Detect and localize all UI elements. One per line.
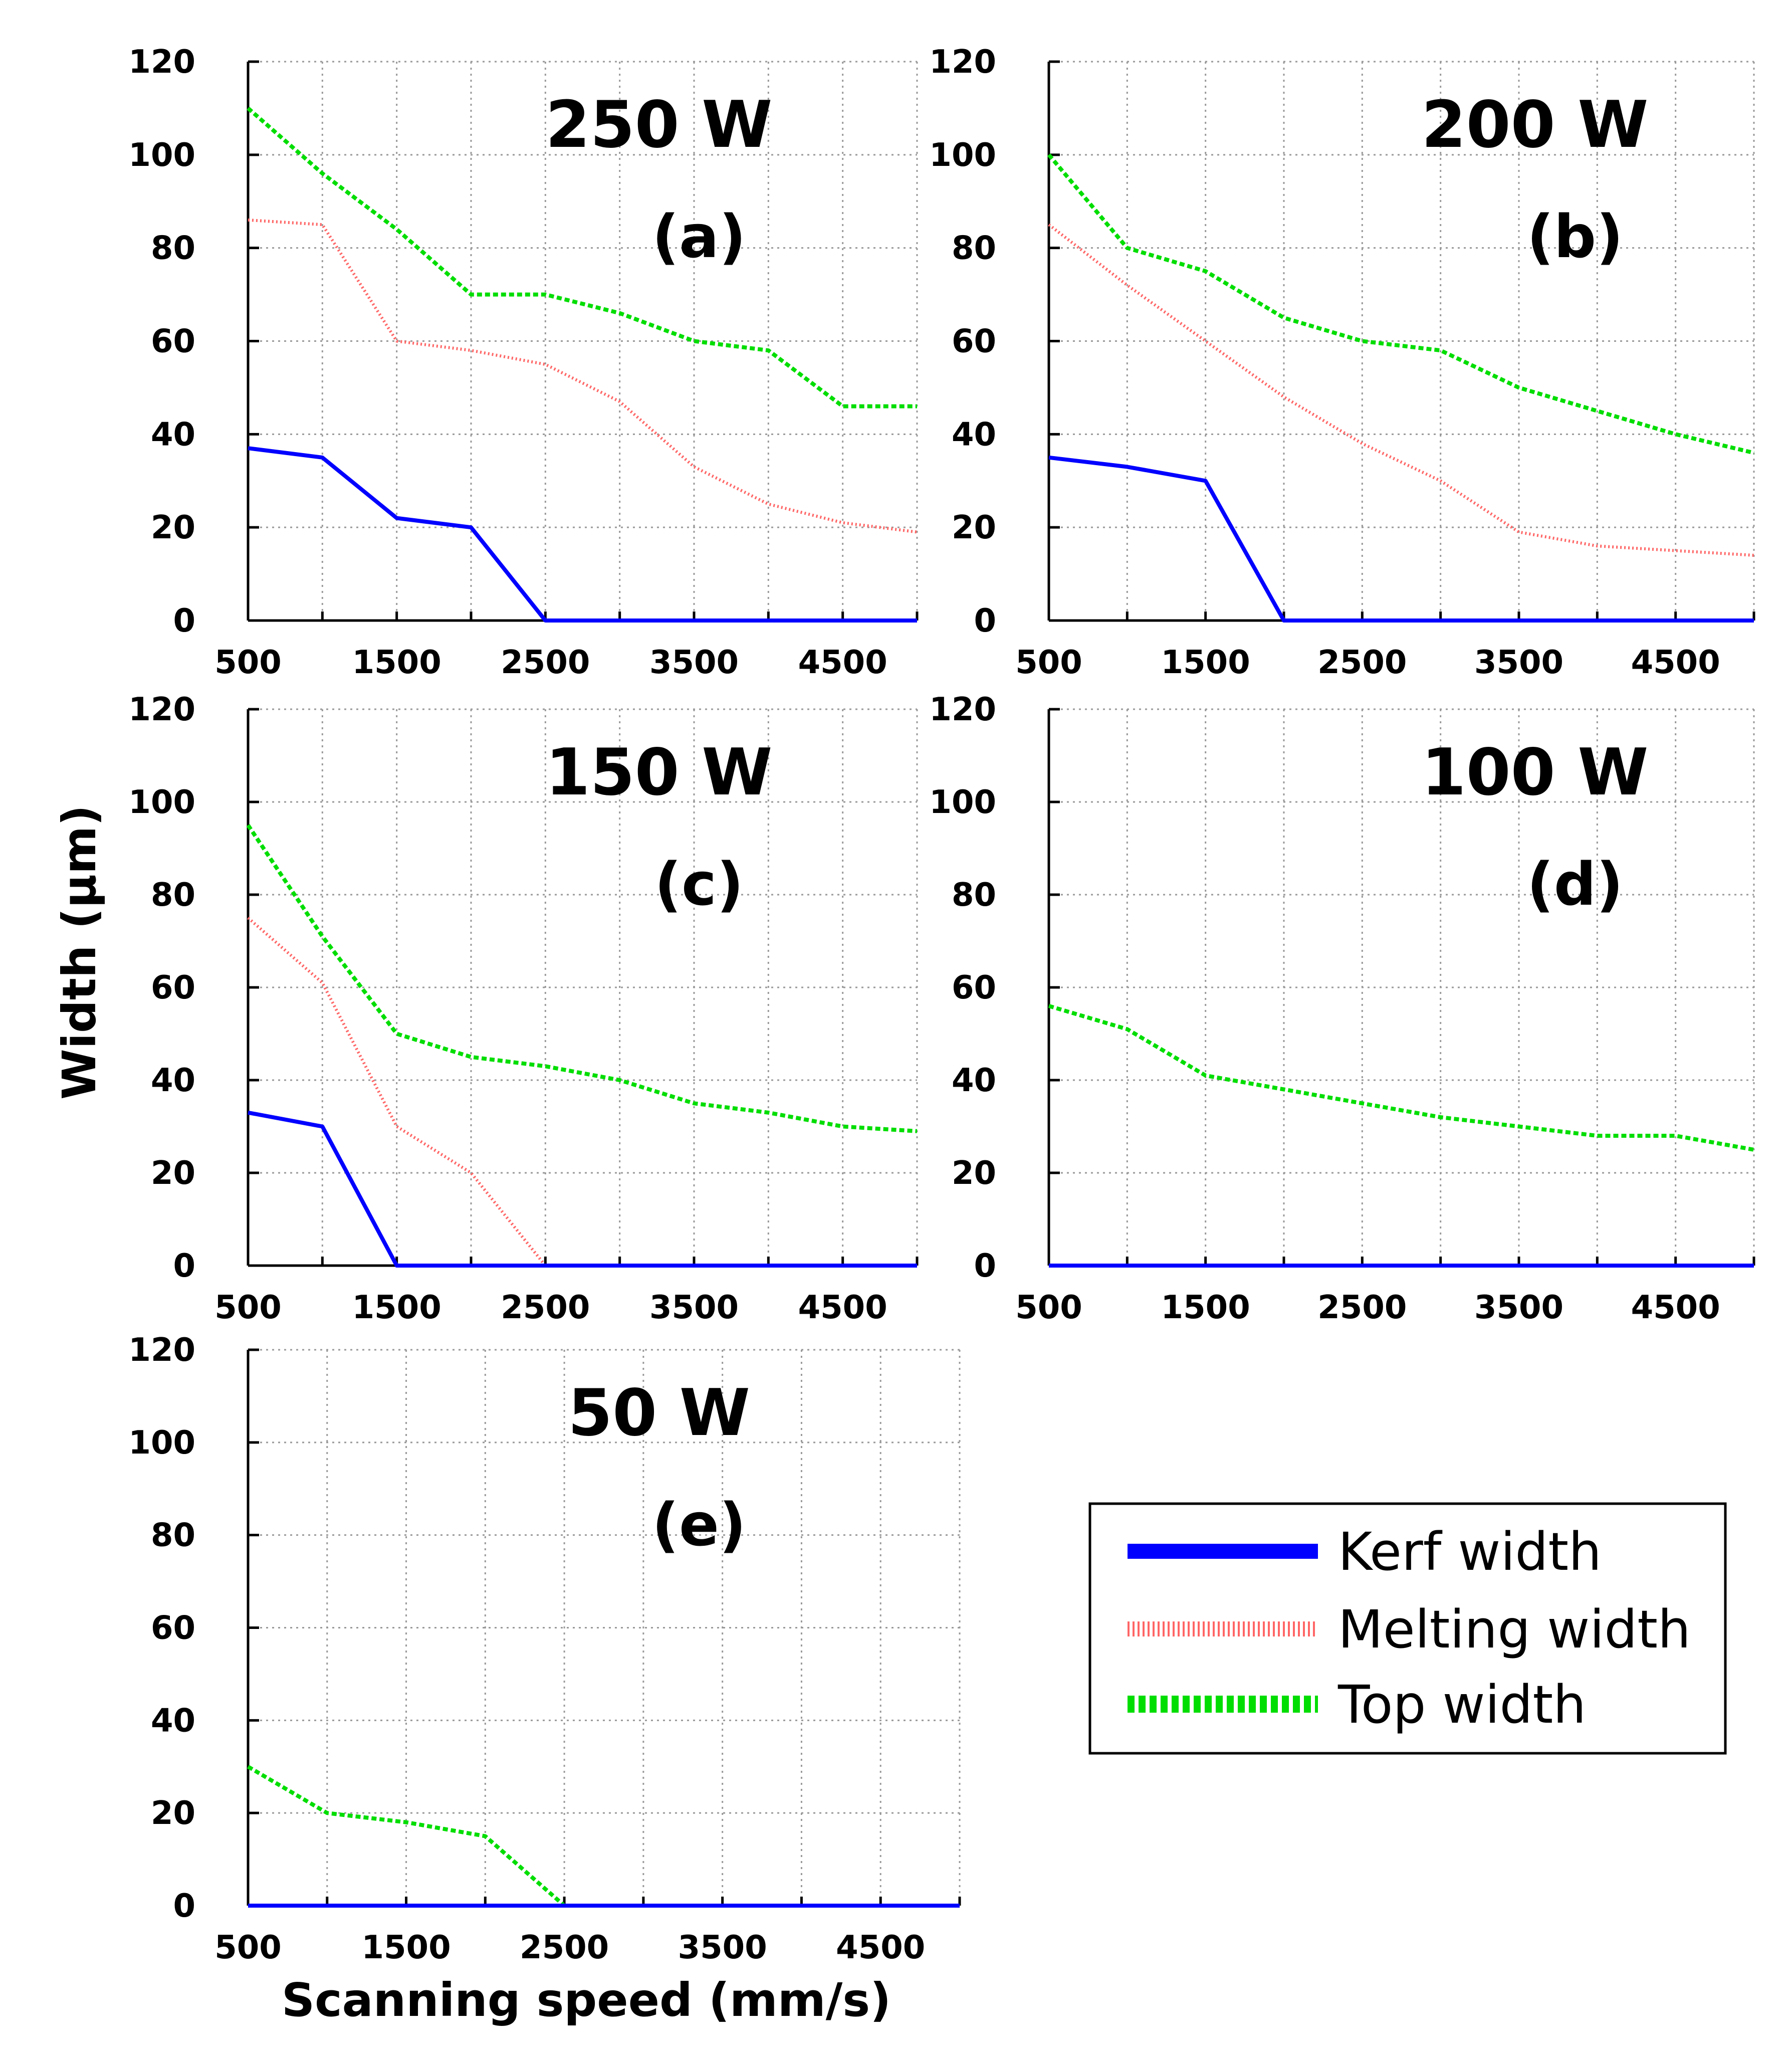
- y-tick-label: 60: [151, 1610, 195, 1647]
- panels-group: 0 20 40 60 80 100 120 500 1500 2500 3500 4500 250 W (…: [128, 44, 1755, 1966]
- y-tick-label: 60: [151, 323, 195, 360]
- y-axis-title: Width (μm): [53, 805, 106, 1100]
- y-tick-label: 120: [929, 691, 996, 728]
- series-line-melting-width: [247, 917, 917, 1267]
- panel-d: 0 20 40 60 80 100 120 500 1500 2500 3500 4500 100 W (…: [929, 691, 1755, 1326]
- y-tick-label: 40: [952, 1062, 996, 1099]
- x-tick-label: 1500: [1161, 644, 1250, 681]
- x-tick-label: 500: [214, 1289, 282, 1326]
- y-tick-label: 80: [952, 230, 996, 267]
- x-axis-title: Scanning speed (mm/s): [282, 1973, 891, 2027]
- y-tick-label: 20: [952, 509, 996, 546]
- series-line-top-width: [247, 106, 917, 408]
- series-line-top-width: [1047, 153, 1754, 455]
- series-line-kerf-width: [248, 446, 917, 623]
- panel-label: (c): [654, 850, 744, 919]
- y-tick-label: 100: [929, 784, 996, 821]
- y-tick-label: 80: [151, 1517, 195, 1554]
- y-tick-label: 0: [974, 602, 996, 640]
- panel-e: 0 20 40 60 80 100 120 500 1500 2500 3500 4500 50 W (e…: [128, 1332, 961, 1966]
- y-tick-label: 100: [929, 137, 996, 174]
- series-line-melting-width: [1048, 223, 1754, 557]
- y-tick-label: 80: [151, 230, 195, 267]
- y-tick-label: 100: [128, 784, 195, 821]
- x-tick-label: 500: [1015, 644, 1082, 681]
- x-tick-label: 3500: [649, 1289, 739, 1326]
- y-tick-label: 0: [974, 1248, 996, 1285]
- y-tick-label: 100: [128, 137, 195, 174]
- y-tick-label: 60: [952, 323, 996, 360]
- panel-power-title: 100 W: [1422, 735, 1649, 810]
- x-tick-label: 1500: [361, 1929, 451, 1966]
- x-tick-label: 3500: [649, 644, 739, 681]
- x-tick-label: 3500: [678, 1929, 767, 1966]
- x-tick-label: 1500: [1161, 1289, 1250, 1326]
- panel-label: (a): [652, 202, 746, 271]
- panel-label: (d): [1527, 850, 1623, 919]
- y-tick-label: 40: [952, 416, 996, 453]
- y-tick-label: 20: [151, 509, 195, 546]
- y-tick-label: 20: [151, 1155, 195, 1192]
- series-line-kerf-width: [248, 1110, 917, 1268]
- y-tick-label: 40: [151, 1702, 195, 1739]
- y-tick-label: 100: [128, 1424, 195, 1462]
- y-tick-label: 40: [151, 1062, 195, 1099]
- legend: Kerf width Melting width Top width: [1088, 1502, 1727, 1755]
- y-tick-label: 80: [151, 877, 195, 914]
- x-tick-label: 4500: [798, 1289, 887, 1326]
- y-tick-label: 0: [173, 1888, 195, 1925]
- panel-label: (b): [1527, 202, 1623, 271]
- panel-power-title: 50 W: [568, 1376, 750, 1451]
- x-tick-label: 500: [1015, 1289, 1082, 1326]
- y-tick-label: 40: [151, 416, 195, 453]
- series-line-melting-width: [248, 218, 918, 534]
- x-tick-label: 1500: [352, 644, 441, 681]
- y-tick-label: 60: [151, 969, 195, 1006]
- x-tick-label: 4500: [1631, 1289, 1720, 1326]
- y-tick-label: 20: [952, 1155, 996, 1192]
- x-tick-label: 500: [214, 644, 282, 681]
- legend-kerf-label: Kerf width: [1338, 1521, 1602, 1582]
- x-tick-label: 1500: [352, 1289, 441, 1326]
- panel-a: 0 20 40 60 80 100 120 500 1500 2500 3500 4500 250 W (…: [128, 44, 919, 681]
- series-line-top-width: [246, 824, 918, 1133]
- x-tick-label: 3500: [1474, 1289, 1563, 1326]
- x-tick-label: 500: [214, 1929, 282, 1966]
- series-line-top-width: [247, 1765, 960, 1908]
- series-line-top-width: [1048, 1004, 1754, 1152]
- x-tick-label: 2500: [1317, 644, 1407, 681]
- y-tick-label: 80: [952, 877, 996, 914]
- legend-melting-label: Melting width: [1338, 1599, 1691, 1660]
- y-tick-label: 20: [151, 1795, 195, 1832]
- panel-power-title: 200 W: [1422, 88, 1649, 162]
- y-tick-label: 120: [128, 691, 195, 728]
- y-tick-label: 120: [128, 1332, 195, 1369]
- x-tick-label: 4500: [1631, 644, 1720, 681]
- y-tick-label: 0: [173, 602, 195, 640]
- y-tick-label: 0: [173, 1248, 195, 1285]
- x-tick-label: 2500: [501, 644, 590, 681]
- x-tick-label: 4500: [798, 644, 887, 681]
- x-tick-label: 2500: [1317, 1289, 1407, 1326]
- x-tick-label: 2500: [520, 1929, 609, 1966]
- x-tick-label: 2500: [501, 1289, 590, 1326]
- x-tick-label: 3500: [1474, 644, 1563, 681]
- x-tick-label: 4500: [836, 1929, 925, 1966]
- series-line-kerf-width: [1048, 455, 1754, 623]
- panel-c: 0 20 40 60 80 100 120 500 1500 2500 3500 4500 150 W (…: [128, 691, 919, 1326]
- panel-b: 0 20 40 60 80 100 120 500 1500 2500 3500 4500 200 W (…: [929, 44, 1755, 681]
- panel-power-title: 250 W: [546, 88, 773, 162]
- legend-top-label: Top width: [1337, 1674, 1586, 1735]
- panel-label: (e): [652, 1490, 746, 1559]
- panel-power-title: 150 W: [546, 735, 773, 810]
- y-tick-label: 120: [128, 44, 195, 81]
- y-tick-label: 60: [952, 969, 996, 1006]
- y-tick-label: 120: [929, 44, 996, 81]
